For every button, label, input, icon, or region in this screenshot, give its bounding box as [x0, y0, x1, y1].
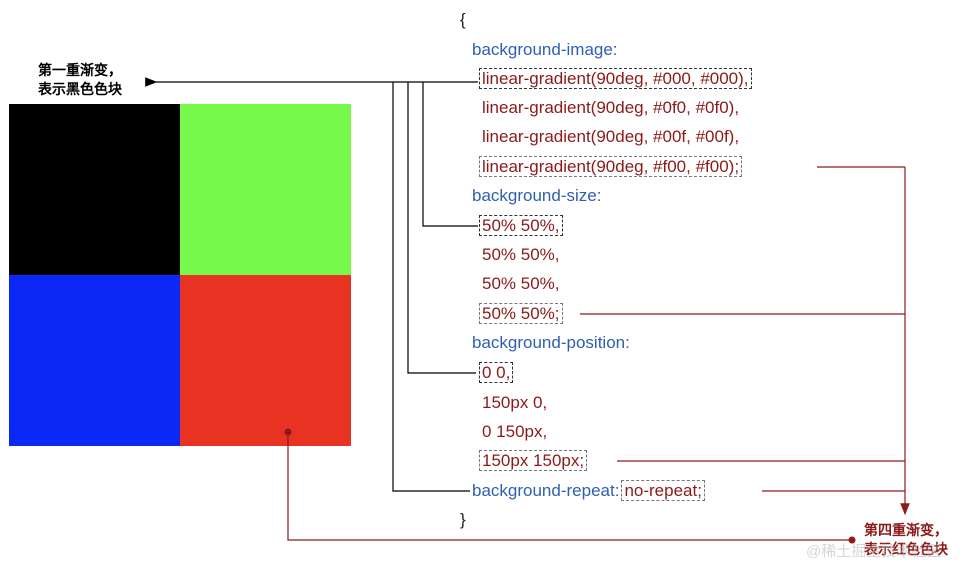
code-value: 150px 0, — [482, 393, 548, 412]
code-value: linear-gradient(90deg, #f00, #f00); — [479, 156, 743, 177]
green-block — [180, 104, 351, 275]
red-block — [180, 275, 351, 446]
code-value: 50% 50%, — [482, 274, 560, 293]
annotation: 第四重渐变， — [864, 522, 948, 538]
code-value: linear-gradient(90deg, #000, #000), — [479, 68, 752, 89]
blue-block — [9, 275, 180, 446]
code-value: 50% 50%, — [479, 215, 563, 236]
dot — [284, 428, 292, 436]
red-connectors — [287, 166, 910, 541]
property: background-position: — [472, 333, 630, 352]
black-connectors — [145, 77, 478, 492]
code-value: no-repeat; — [621, 480, 705, 501]
code-value: 50% 50%, — [482, 245, 560, 264]
watermark: @稀土掘金技术社区 — [806, 543, 942, 560]
property: background-repeat: — [472, 481, 620, 500]
black-block — [9, 104, 180, 275]
property: background-image: — [472, 40, 618, 59]
code-value: 0 150px, — [482, 422, 548, 441]
annotation: 表示红色色块 — [864, 541, 948, 557]
annotation: 第一重渐变， — [38, 62, 122, 78]
code-value: linear-gradient(90deg, #00f, #00f), — [482, 127, 740, 146]
property: background-size: — [472, 186, 602, 205]
code-value: 0 0, — [479, 362, 514, 383]
code-value: 50% 50%; — [479, 303, 563, 324]
brace: } — [460, 510, 466, 529]
dot — [848, 536, 856, 544]
code-value: 150px 150px; — [479, 450, 588, 471]
brace: { — [460, 10, 466, 29]
annotation: 表示黑色色块 — [38, 81, 122, 97]
code-value: linear-gradient(90deg, #0f0, #0f0), — [482, 98, 740, 117]
